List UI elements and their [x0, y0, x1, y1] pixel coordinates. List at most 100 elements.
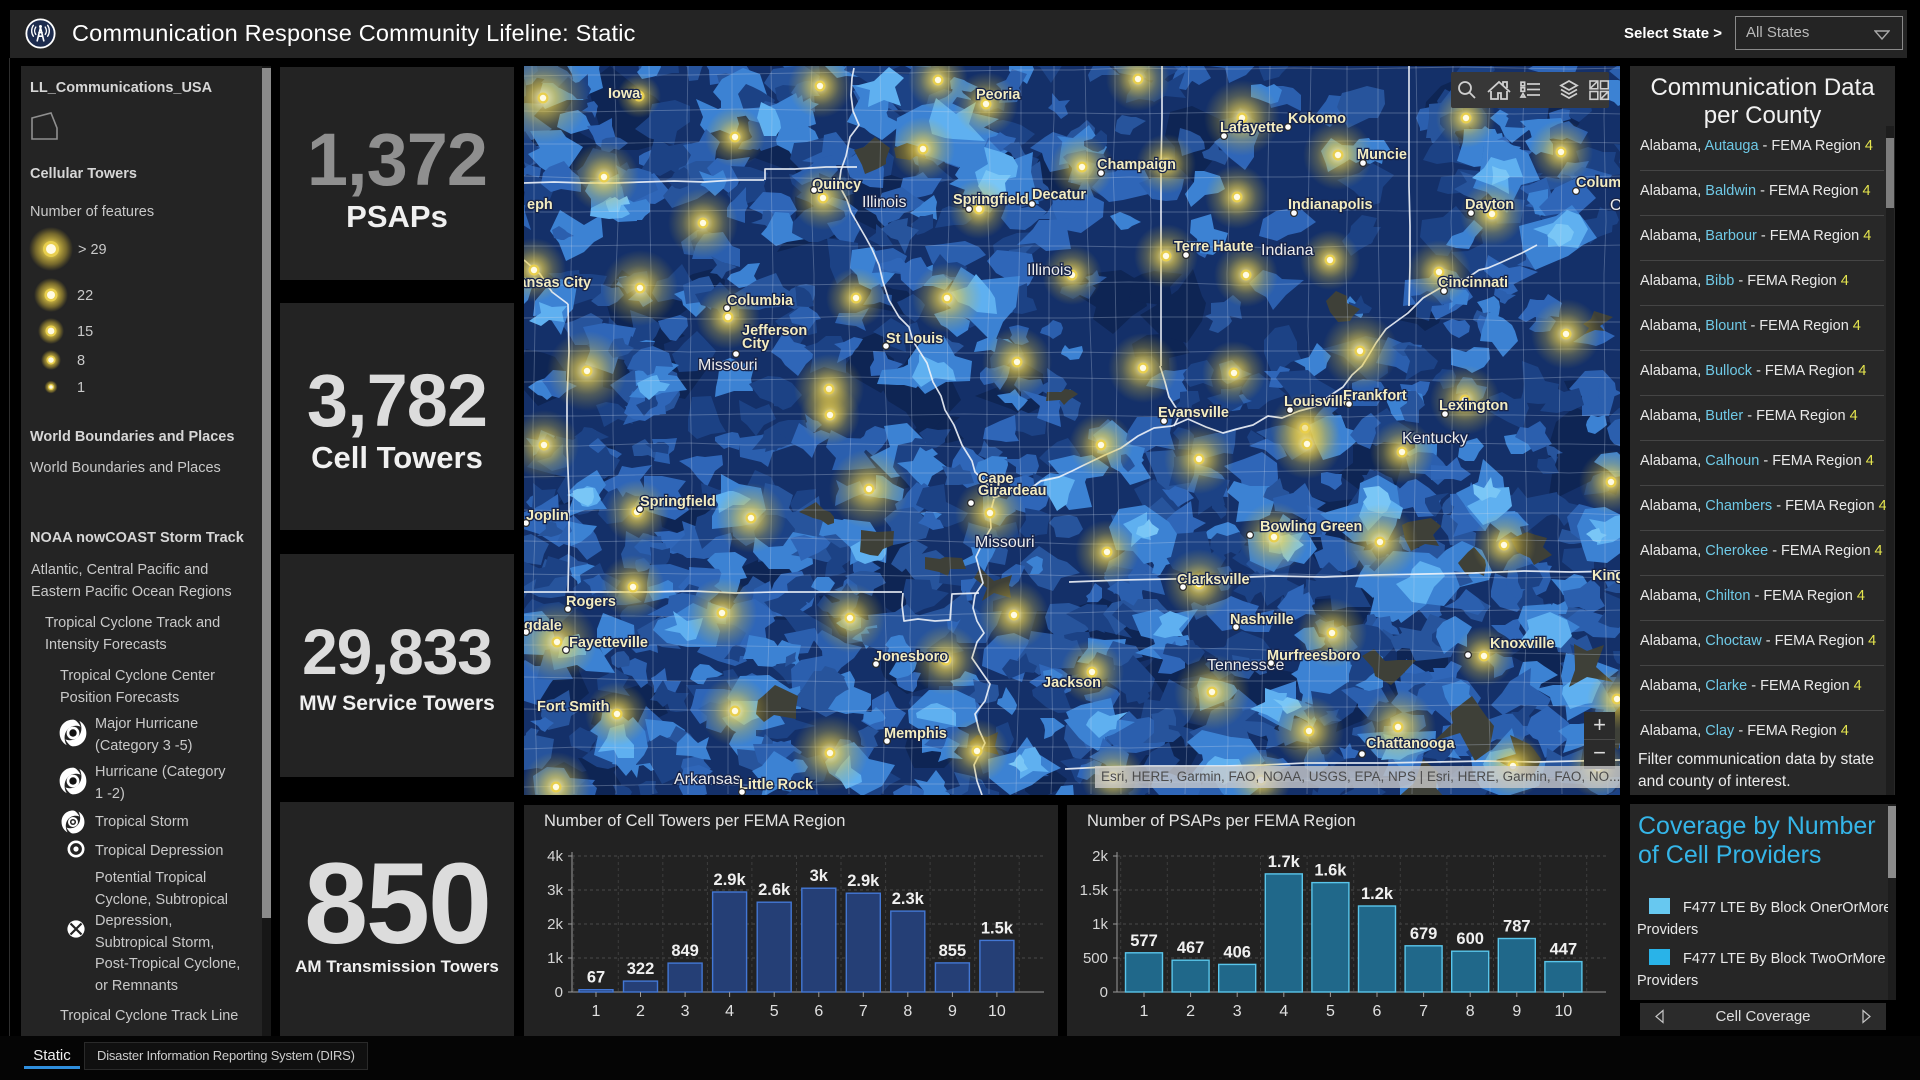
svg-text:2k: 2k — [547, 916, 563, 933]
svg-text:0: 0 — [1100, 984, 1108, 1001]
svg-text:5: 5 — [770, 1003, 779, 1020]
svg-text:Illinois: Illinois — [862, 194, 906, 211]
svg-text:Jonesboro: Jonesboro — [874, 649, 948, 665]
svg-text:Louisville: Louisville — [1284, 394, 1351, 410]
svg-text:1.5k: 1.5k — [1080, 882, 1109, 899]
svg-text:9: 9 — [948, 1003, 957, 1020]
svg-text:2: 2 — [636, 1003, 645, 1020]
svg-text:City: City — [742, 336, 769, 352]
svg-text:1k: 1k — [1092, 916, 1108, 933]
svg-text:Fayetteville: Fayetteville — [569, 635, 648, 651]
svg-text:Kansas City: Kansas City — [524, 275, 591, 291]
svg-text:Springfield: Springfield — [640, 494, 716, 510]
svg-text:Arkansas: Arkansas — [674, 771, 741, 788]
svg-text:Jefferson: Jefferson — [742, 323, 807, 339]
svg-text:10: 10 — [1555, 1003, 1573, 1020]
svg-text:Ohio: Ohio — [1610, 197, 1620, 214]
svg-text:10: 10 — [988, 1003, 1006, 1020]
svg-text:3k: 3k — [810, 867, 829, 885]
svg-text:Number of Cell Towers per FEMA: Number of Cell Towers per FEMA Region — [544, 812, 845, 830]
svg-text:6: 6 — [1373, 1003, 1382, 1020]
svg-text:3: 3 — [681, 1003, 690, 1020]
svg-text:4k: 4k — [547, 848, 563, 865]
svg-text:Missouri: Missouri — [698, 357, 758, 374]
svg-text:Little Rock: Little Rock — [739, 777, 814, 793]
svg-text:2: 2 — [1186, 1003, 1195, 1020]
svg-text:Bowling Green: Bowling Green — [1260, 519, 1362, 535]
svg-text:4: 4 — [1279, 1003, 1288, 1020]
svg-text:Memphis: Memphis — [884, 726, 947, 742]
svg-text:Indiana: Indiana — [1261, 242, 1314, 259]
svg-text:Jackson: Jackson — [1043, 675, 1101, 691]
svg-text:Knoxville: Knoxville — [1490, 636, 1554, 652]
svg-text:Clarksville: Clarksville — [1177, 572, 1250, 588]
svg-text:406: 406 — [1223, 943, 1251, 961]
svg-text:St Louis: St Louis — [886, 331, 943, 347]
svg-text:Indianapolis: Indianapolis — [1288, 197, 1373, 213]
svg-text:467: 467 — [1177, 939, 1205, 957]
svg-text:Joplin: Joplin — [526, 508, 569, 524]
svg-text:577: 577 — [1130, 932, 1158, 950]
svg-text:500: 500 — [1083, 950, 1108, 967]
svg-text:gdale: gdale — [524, 618, 562, 634]
svg-text:849: 849 — [671, 942, 699, 960]
svg-text:1.2k: 1.2k — [1361, 885, 1394, 903]
svg-text:Rogers: Rogers — [566, 594, 616, 610]
svg-text:Lexington: Lexington — [1439, 398, 1508, 414]
svg-text:Missouri: Missouri — [975, 534, 1035, 551]
svg-text:Lafayette: Lafayette — [1220, 120, 1284, 136]
svg-text:2.3k: 2.3k — [892, 890, 925, 908]
svg-text:6: 6 — [814, 1003, 823, 1020]
svg-text:Terre Haute: Terre Haute — [1174, 239, 1254, 255]
svg-text:Fort Smith: Fort Smith — [537, 699, 610, 715]
svg-text:Cape: Cape — [978, 471, 1013, 487]
svg-text:600: 600 — [1456, 930, 1484, 948]
svg-text:7: 7 — [1419, 1003, 1428, 1020]
svg-text:7: 7 — [859, 1003, 868, 1020]
svg-text:Evansville: Evansville — [1158, 405, 1229, 421]
svg-text:Girardeau: Girardeau — [978, 483, 1047, 499]
svg-text:Frankfort: Frankfort — [1343, 388, 1407, 404]
svg-text:eph: eph — [527, 197, 553, 213]
svg-text:1k: 1k — [547, 950, 563, 967]
svg-text:1.5k: 1.5k — [981, 919, 1014, 937]
svg-text:Quincy: Quincy — [812, 177, 861, 193]
svg-text:Champaign: Champaign — [1097, 157, 1176, 173]
svg-text:3k: 3k — [547, 882, 563, 899]
svg-text:2.9k: 2.9k — [714, 871, 747, 889]
svg-text:Kentucky: Kentucky — [1402, 430, 1468, 447]
svg-text:2k: 2k — [1092, 848, 1108, 865]
svg-text:Columbus: Columbus — [1576, 175, 1620, 191]
svg-text:Columbia: Columbia — [727, 293, 794, 309]
svg-text:5: 5 — [1326, 1003, 1335, 1020]
svg-text:Illinois: Illinois — [1027, 262, 1071, 279]
svg-text:Chattanooga: Chattanooga — [1366, 736, 1456, 752]
svg-text:9: 9 — [1512, 1003, 1521, 1020]
svg-text:787: 787 — [1503, 918, 1531, 936]
svg-text:1.6k: 1.6k — [1314, 862, 1347, 880]
svg-text:1: 1 — [592, 1003, 601, 1020]
svg-text:Dayton: Dayton — [1465, 197, 1514, 213]
svg-text:Kokomo: Kokomo — [1288, 111, 1346, 127]
svg-text:322: 322 — [627, 960, 655, 978]
svg-text:4: 4 — [725, 1003, 734, 1020]
svg-text:Peoria: Peoria — [976, 87, 1021, 103]
svg-text:3: 3 — [1233, 1003, 1242, 1020]
svg-text:Muncie: Muncie — [1357, 147, 1407, 163]
svg-text:Tennessee: Tennessee — [1207, 657, 1284, 674]
svg-text:8: 8 — [903, 1003, 912, 1020]
svg-text:0: 0 — [555, 984, 563, 1001]
svg-text:Murfreesboro: Murfreesboro — [1267, 648, 1361, 664]
svg-text:2.9k: 2.9k — [847, 872, 880, 890]
svg-text:Nashville: Nashville — [1230, 612, 1294, 628]
svg-text:8: 8 — [1466, 1003, 1475, 1020]
svg-text:855: 855 — [939, 942, 967, 960]
svg-text:2.6k: 2.6k — [758, 881, 791, 899]
svg-text:1.7k: 1.7k — [1268, 853, 1301, 871]
svg-text:Cincinnati: Cincinnati — [1438, 275, 1508, 291]
svg-text:679: 679 — [1410, 925, 1438, 943]
svg-text:67: 67 — [587, 969, 605, 987]
svg-text:Springfield: Springfield — [953, 192, 1029, 208]
svg-text:447: 447 — [1550, 941, 1578, 959]
svg-text:1: 1 — [1140, 1003, 1149, 1020]
